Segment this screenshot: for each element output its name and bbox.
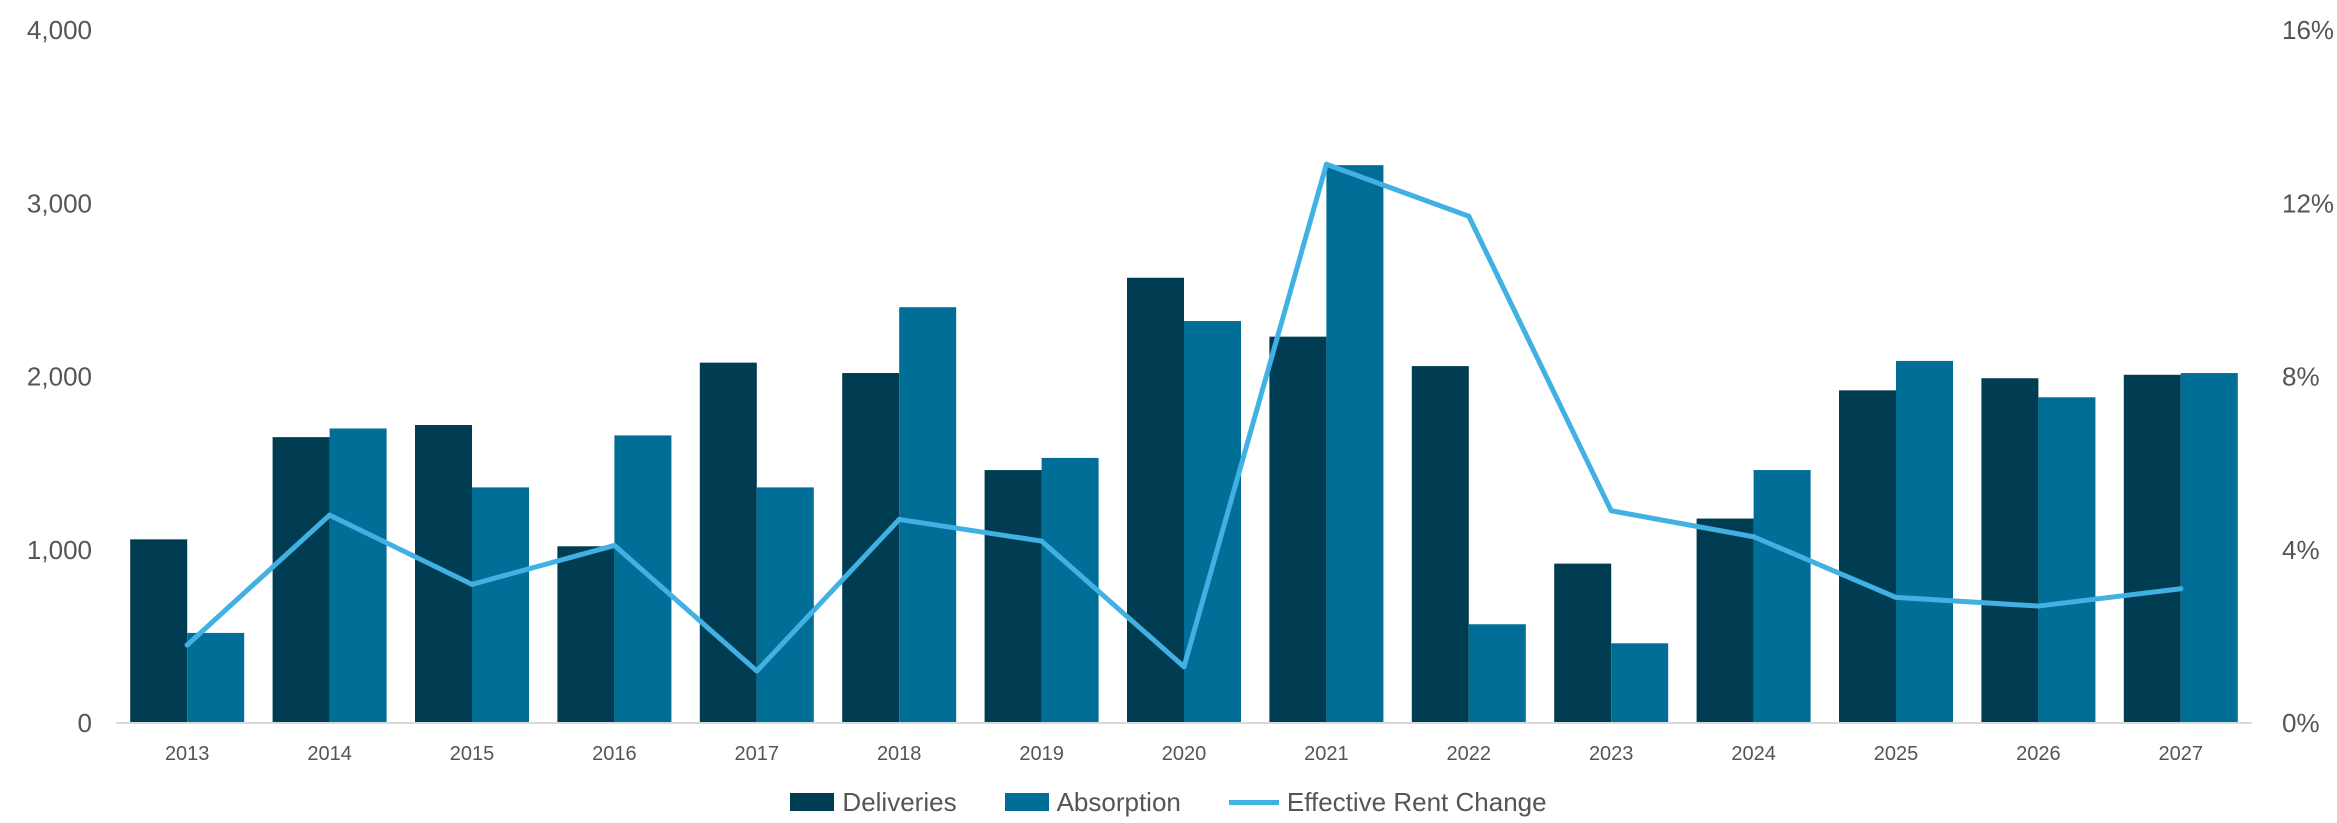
absorption-bar — [1326, 165, 1384, 723]
deliveries-bar — [984, 470, 1042, 723]
left-axis-tick-label: 3,000 — [27, 188, 92, 218]
deliveries-bar — [272, 437, 330, 723]
right-axis-tick-label: 0% — [2282, 708, 2320, 738]
absorption-bar — [1753, 470, 1811, 723]
legend: Deliveries Absorption Effective Rent Cha… — [0, 782, 2337, 822]
rent-line-group — [184, 161, 2184, 674]
absorption-bar — [614, 435, 672, 723]
rent-change-point — [2178, 586, 2184, 592]
absorption-bar — [2038, 397, 2096, 723]
deliveries-bar — [1554, 563, 1612, 723]
right-axis-tick-label: 12% — [2282, 188, 2334, 218]
deliveries-bar — [699, 362, 757, 723]
deliveries-bar — [1839, 390, 1896, 723]
absorption-bar — [472, 487, 529, 723]
rent-change-point — [469, 581, 475, 587]
deliveries-bar — [415, 425, 472, 723]
x-axis-tick-label: 2025 — [1874, 743, 1919, 765]
deliveries-bar — [557, 546, 615, 723]
absorption-bar — [1896, 360, 1953, 723]
rent-change-point — [1608, 508, 1614, 514]
rent-change-point — [1323, 161, 1329, 167]
absorption-bar — [329, 428, 387, 723]
legend-label-absorption: Absorption — [1056, 786, 1181, 817]
absorption-bar — [1184, 321, 1241, 723]
left-axis-tick-label: 2,000 — [27, 362, 92, 392]
legend-item-absorption: Absorption — [1004, 786, 1181, 818]
x-axis-tick-label: 2023 — [1589, 743, 1634, 765]
x-axis-tick-label: 2016 — [592, 743, 637, 765]
rent-swatch — [1228, 799, 1279, 805]
absorption-bar — [1611, 643, 1669, 723]
rent-change-point — [754, 668, 760, 674]
left-axis-ticks: 0 1,000 2,000 3,000 4,000 — [27, 15, 92, 738]
rent-change-point — [1039, 538, 1045, 544]
x-axis-tick-label: 2026 — [2016, 743, 2061, 765]
x-axis-tick-label: 2024 — [1731, 743, 1776, 765]
x-axis-tick-label: 2022 — [1447, 743, 1492, 765]
x-axis-tick-label: 2015 — [450, 743, 495, 765]
deliveries-bar — [1269, 336, 1327, 723]
absorption-bar — [187, 632, 245, 723]
deliveries-bar — [1127, 277, 1184, 723]
deliveries-bar — [2123, 374, 2181, 723]
legend-label-rent: Effective Rent Change — [1286, 786, 1547, 817]
left-axis-tick-label: 0 — [78, 708, 92, 738]
right-axis-ticks: 0% 4% 8% 12% 16% — [2282, 15, 2334, 738]
left-axis-tick-label: 1,000 — [27, 535, 92, 565]
x-axis-tick-label: 2020 — [1162, 743, 1207, 765]
absorption-bar — [2180, 373, 2238, 723]
deliveries-bar — [1696, 518, 1754, 723]
deliveries-bar — [130, 539, 188, 723]
x-axis-ticks: 2013 2014 2015 2016 2017 2018 2019 2020 2021 2022… — [165, 743, 2203, 765]
x-axis-tick-label: 2014 — [307, 743, 352, 765]
absorption-swatch — [1004, 793, 1049, 811]
rent-change-point — [611, 542, 617, 548]
rent-change-point — [327, 512, 333, 518]
right-axis-tick-label: 8% — [2282, 362, 2320, 392]
x-axis-tick-label: 2013 — [165, 743, 210, 765]
absorption-bar — [756, 487, 814, 723]
x-axis-tick-label: 2017 — [735, 743, 780, 765]
x-axis-tick-label: 2019 — [1019, 743, 1064, 765]
x-axis-tick-label: 2018 — [877, 743, 922, 765]
rent-change-point — [896, 516, 902, 522]
legend-item-rent: Effective Rent Change — [1228, 786, 1547, 818]
absorption-bar — [899, 307, 957, 723]
right-axis-tick-label: 4% — [2282, 535, 2320, 565]
left-axis-tick-label: 4,000 — [27, 15, 92, 45]
deliveries-bar — [1981, 378, 2039, 723]
rent-change-point — [184, 642, 190, 648]
absorption-bar — [1041, 457, 1099, 723]
x-axis-tick-label: 2027 — [2159, 743, 2204, 765]
absorption-bar — [1468, 624, 1526, 723]
deliveries-bar — [1411, 366, 1469, 723]
bars-group — [130, 165, 2238, 723]
rent-change-point — [1893, 594, 1899, 600]
deliveries-swatch — [790, 793, 835, 811]
rent-change-point — [2035, 603, 2041, 609]
legend-item-deliveries: Deliveries — [790, 786, 957, 818]
x-axis-tick-label: 2021 — [1304, 743, 1349, 765]
rent-change-point — [1181, 664, 1187, 670]
right-axis-tick-label: 16% — [2282, 15, 2334, 45]
rent-change-point — [1751, 534, 1757, 540]
legend-label-deliveries: Deliveries — [842, 786, 957, 817]
rent-change-point — [1466, 213, 1472, 219]
